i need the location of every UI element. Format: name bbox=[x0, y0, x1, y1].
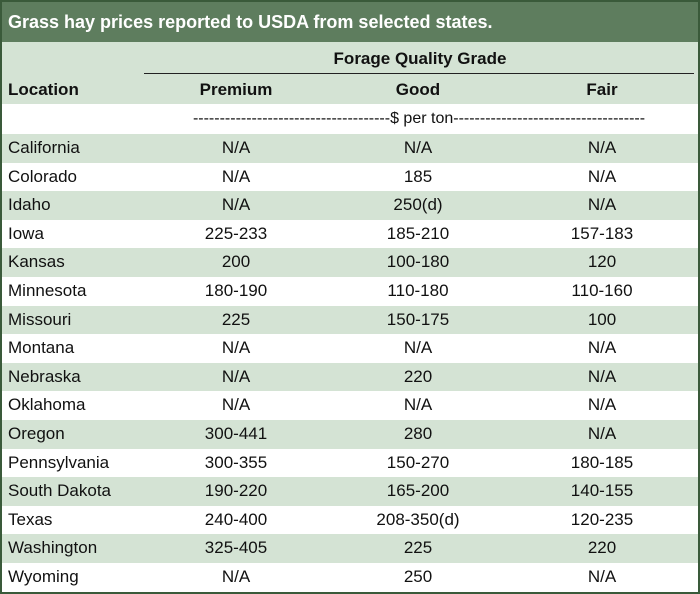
cell-fair: N/A bbox=[587, 395, 617, 415]
table-row: Nebraska N/A 220 N/A bbox=[2, 362, 698, 392]
cell-premium: 300-441 bbox=[204, 423, 268, 443]
units-row: -------------------------------------$ p… bbox=[2, 104, 698, 134]
cell-location: Minnesota bbox=[8, 280, 87, 300]
cell-good: 165-200 bbox=[386, 481, 450, 501]
cell-fair: 140-155 bbox=[570, 481, 634, 501]
table-row: Wyoming N/A 250 N/A bbox=[2, 562, 698, 592]
cell-good: 110-180 bbox=[387, 280, 449, 300]
cell-location: Missouri bbox=[8, 309, 72, 329]
cell-location: Oregon bbox=[8, 423, 65, 443]
cell-fair: N/A bbox=[587, 138, 617, 157]
cell-good: 280 bbox=[403, 423, 433, 443]
cell-premium: 325-405 bbox=[204, 538, 268, 558]
group-header-forage-quality: Forage Quality Grade bbox=[333, 49, 507, 68]
cell-fair: 100 bbox=[587, 309, 617, 329]
table-row: California N/A N/A N/A bbox=[2, 134, 698, 163]
table-title: Grass hay prices reported to USDA from s… bbox=[2, 2, 698, 42]
cell-location: Pennsylvania bbox=[8, 452, 110, 472]
cell-fair: N/A bbox=[587, 366, 617, 386]
table-row: South Dakota 190-220 165-200 140-155 bbox=[2, 477, 698, 506]
cell-location: Iowa bbox=[8, 223, 44, 243]
cell-fair: N/A bbox=[587, 166, 617, 186]
cell-premium: 200 bbox=[221, 252, 251, 272]
cell-premium: N/A bbox=[221, 338, 251, 358]
cell-premium: 225-233 bbox=[204, 223, 268, 243]
column-header-good: Good bbox=[395, 80, 441, 99]
cell-good: 208-350(d) bbox=[376, 509, 460, 529]
cell-location: Texas bbox=[8, 509, 53, 529]
cell-premium: 225 bbox=[221, 309, 251, 329]
table-row: Kansas 200 100-180 120 bbox=[2, 248, 698, 277]
cell-location: Wyoming bbox=[8, 566, 79, 586]
column-header-fair: Fair bbox=[586, 80, 618, 99]
cell-good: N/A bbox=[403, 338, 433, 358]
table-row: Oklahoma N/A N/A N/A bbox=[2, 391, 698, 420]
cell-fair: N/A bbox=[587, 338, 617, 358]
cell-location: Montana bbox=[8, 338, 75, 358]
cell-location: Nebraska bbox=[8, 366, 81, 386]
cell-fair: 120-235 bbox=[570, 509, 634, 529]
cell-location: Oklahoma bbox=[8, 395, 86, 415]
cell-good: 150-270 bbox=[386, 452, 450, 472]
cell-fair: N/A bbox=[587, 566, 617, 586]
cell-fair: 120 bbox=[587, 252, 617, 272]
cell-premium: N/A bbox=[221, 395, 251, 415]
cell-location: Washington bbox=[8, 538, 98, 558]
cell-premium: N/A bbox=[221, 566, 251, 586]
cell-good: N/A bbox=[403, 138, 433, 157]
table-row: Iowa 225-233 185-210 157-183 bbox=[2, 219, 698, 249]
cell-good: N/A bbox=[403, 395, 433, 415]
table-row: Texas 240-400 208-350(d) 120-235 bbox=[2, 505, 698, 535]
table-row: Colorado N/A 185 N/A bbox=[2, 162, 698, 192]
cell-premium: 240-400 bbox=[204, 509, 268, 529]
table-row: Minnesota 180-190 110-180 110-160 bbox=[2, 276, 698, 306]
cell-premium: 300-355 bbox=[204, 452, 268, 472]
table-row: Missouri 225 150-175 100 bbox=[2, 305, 698, 335]
cell-fair: N/A bbox=[587, 195, 617, 215]
cell-premium: 180-190 bbox=[204, 280, 268, 300]
cell-premium: N/A bbox=[221, 366, 251, 386]
cell-fair: 157-183 bbox=[570, 223, 634, 243]
cell-good: 225 bbox=[403, 538, 433, 558]
cell-premium: 190-220 bbox=[204, 481, 268, 501]
column-header-premium: Premium bbox=[199, 80, 273, 99]
cell-fair: 180-185 bbox=[570, 452, 634, 472]
cell-premium: N/A bbox=[221, 166, 251, 186]
table-row: Washington 325-405 225 220 bbox=[2, 534, 698, 563]
units-label: -------------------------------------$ p… bbox=[192, 110, 646, 127]
table-header: Forage Quality Grade Location Premium Go… bbox=[2, 42, 698, 104]
cell-location: Colorado bbox=[8, 166, 77, 186]
cell-location: Idaho bbox=[8, 195, 51, 215]
cell-fair: 110-160 bbox=[571, 280, 633, 300]
table-row: Montana N/A N/A N/A bbox=[2, 334, 698, 363]
group-underline bbox=[144, 73, 694, 74]
cell-fair: N/A bbox=[587, 423, 617, 443]
table-body: California N/A N/A N/A Colorado N/A 185 N/A Idah… bbox=[2, 134, 698, 592]
cell-good: 185-210 bbox=[386, 223, 450, 243]
cell-location: California bbox=[8, 138, 80, 157]
cell-good: 250(d) bbox=[393, 195, 443, 215]
cell-good: 185 bbox=[403, 166, 433, 186]
cell-fair: 220 bbox=[587, 538, 617, 558]
table-row: Idaho N/A 250(d) N/A bbox=[2, 191, 698, 220]
column-header-location: Location bbox=[8, 80, 79, 99]
cell-premium: N/A bbox=[221, 195, 251, 215]
cell-good: 250 bbox=[403, 566, 433, 586]
cell-premium: N/A bbox=[221, 138, 251, 157]
cell-location: South Dakota bbox=[8, 481, 112, 501]
table-row: Oregon 300-441 280 N/A bbox=[2, 419, 698, 449]
table-row: Pennsylvania 300-355 150-270 180-185 bbox=[2, 448, 698, 478]
cell-good: 100-180 bbox=[386, 252, 450, 272]
cell-good: 220 bbox=[403, 366, 433, 386]
cell-good: 150-175 bbox=[386, 309, 450, 329]
cell-location: Kansas bbox=[8, 252, 65, 272]
